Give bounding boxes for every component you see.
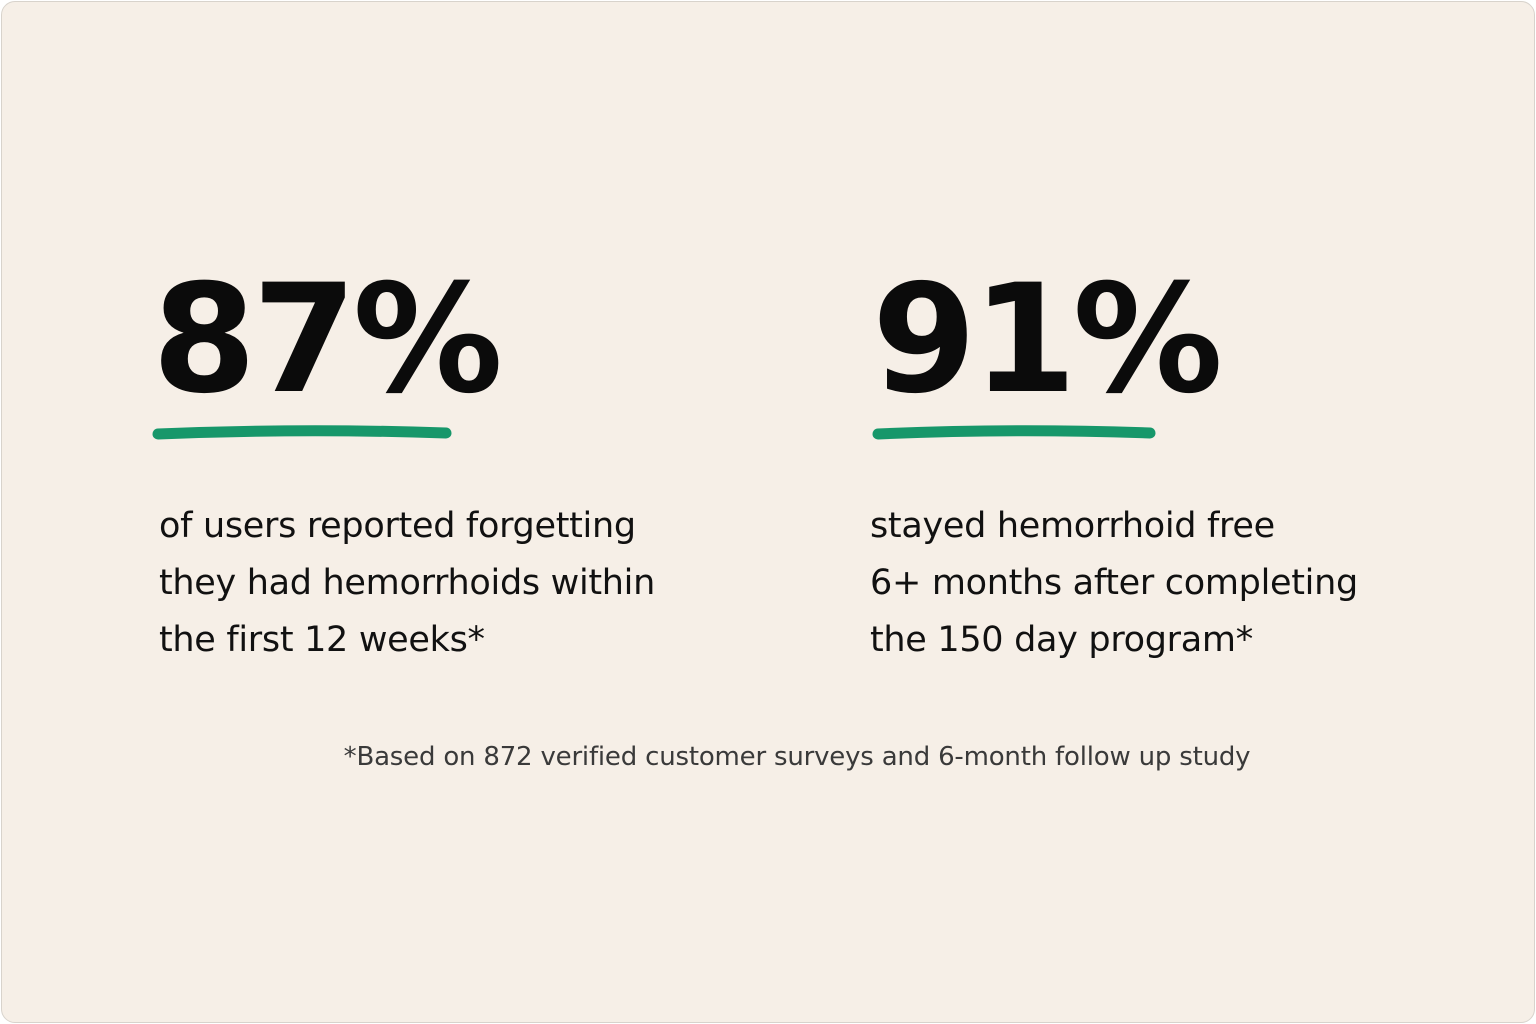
description-line: the first 12 weeks* — [159, 620, 485, 660]
underline — [872, 425, 1156, 440]
footnote: *Based on 872 verified customer surveys … — [343, 742, 1251, 772]
description-line: 6+ months after completing — [870, 563, 1358, 603]
stat-description: stayed hemorrhoid free 6+ months after c… — [870, 498, 1358, 669]
underline — [152, 425, 452, 440]
description-line: the 150 day program* — [870, 620, 1253, 660]
stat: 91% stayed hemorrhoid free 6+ months aft… — [870, 253, 1358, 669]
description-line: stayed hemorrhoid free — [870, 506, 1275, 546]
description-line: of users reported forgetting — [159, 506, 636, 546]
description-line: they had hemorrhoids within — [159, 563, 655, 603]
stat: 87% of users reported forgetting they ha… — [152, 260, 655, 669]
stat-value: 91% — [872, 253, 1223, 427]
stat-description: of users reported forgetting they had he… — [159, 498, 655, 669]
stat-value: 87% — [152, 253, 503, 427]
